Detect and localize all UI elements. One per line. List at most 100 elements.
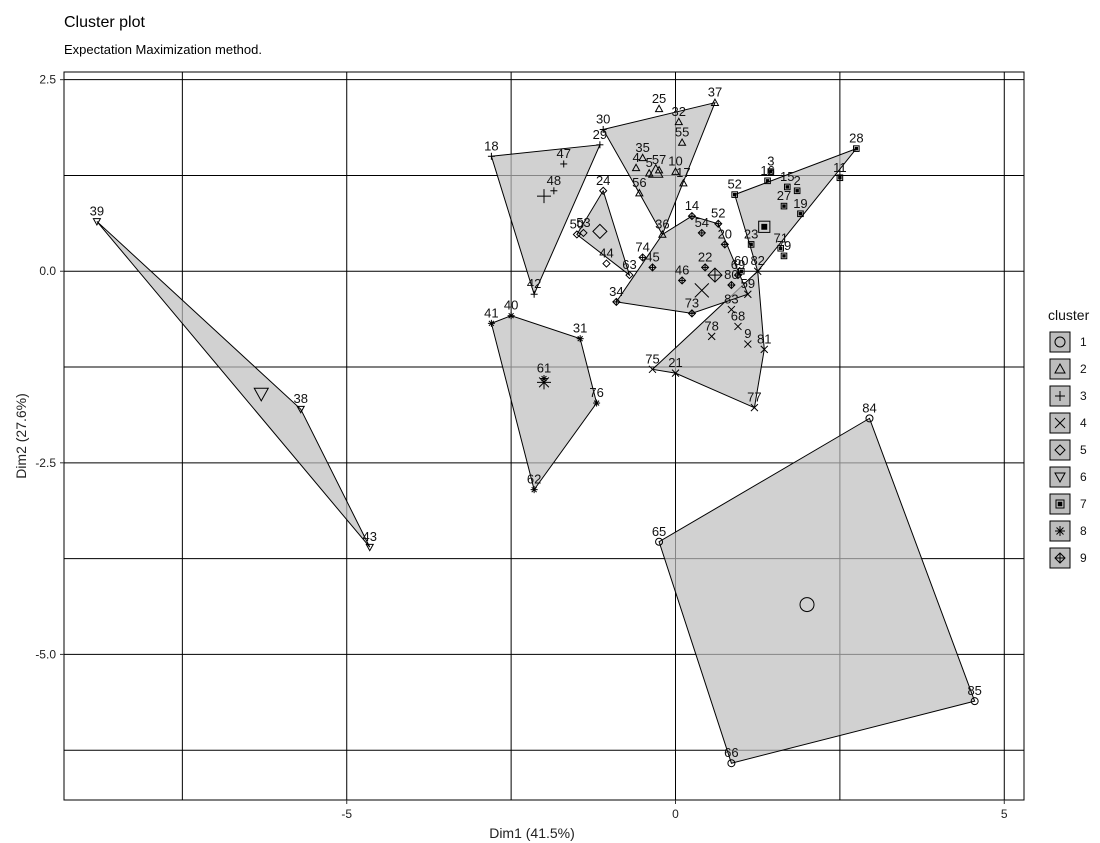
- data-point-cluster-4: [750, 403, 759, 412]
- point-label: 4: [632, 150, 639, 165]
- legend-key-2: [1049, 358, 1071, 380]
- point-label: 9: [744, 326, 751, 341]
- legend-label-6: 6: [1080, 470, 1087, 484]
- cluster-centroid-1: [799, 597, 815, 613]
- data-point-cluster-1: [727, 759, 736, 768]
- point-label: 63: [622, 257, 636, 272]
- legend-marker-8: [1055, 526, 1065, 536]
- legend-label-3: 3: [1080, 389, 1087, 403]
- point-label: 32: [672, 104, 686, 119]
- cluster-hull-8: [490, 315, 598, 491]
- point-label: 79: [777, 238, 791, 253]
- data-point-cluster-7: [836, 174, 844, 182]
- data-point-cluster-4: [671, 369, 680, 378]
- data-point-cluster-9: [697, 228, 707, 238]
- data-point-cluster-4: [727, 305, 736, 314]
- data-point-cluster-2: [631, 163, 641, 172]
- cluster-centroid-6: [253, 387, 270, 402]
- legend-key-6: [1049, 466, 1071, 488]
- legend-label-2: 2: [1080, 362, 1087, 376]
- point-label: 61: [537, 361, 551, 376]
- legend: cluster 1 2 3 4 5 6 7 8 9: [1048, 307, 1090, 569]
- cluster-centroid-9: [707, 267, 723, 283]
- point-label: 59: [741, 276, 755, 291]
- point-label: 71: [773, 230, 787, 245]
- point-label: 55: [675, 125, 689, 140]
- point-label: 15: [780, 169, 794, 184]
- cluster-hull-1: [658, 417, 976, 764]
- point-label: 22: [698, 249, 712, 264]
- legend-marker-9: [1054, 552, 1066, 564]
- cluster-hull-6: [96, 221, 371, 548]
- point-label: 69: [731, 257, 745, 272]
- data-point-cluster-3: [487, 152, 495, 160]
- point-label: 62: [527, 472, 541, 487]
- point-label: 52: [711, 206, 725, 221]
- data-point-cluster-9: [638, 253, 647, 262]
- data-point-cluster-4: [648, 365, 657, 374]
- y-tick-label: -2.5: [35, 456, 56, 470]
- point-label: 40: [504, 298, 518, 313]
- legend-marker-7: [1055, 499, 1065, 509]
- point-label: 52: [727, 177, 741, 192]
- data-point-cluster-7: [777, 244, 785, 252]
- data-point-cluster-2: [710, 98, 720, 106]
- data-point-cluster-7: [764, 177, 771, 185]
- cluster-hull-3: [490, 144, 601, 296]
- point-label: 5: [646, 155, 653, 170]
- y-axis-label: Dim2 (27.6%): [13, 393, 29, 479]
- point-label: 73: [685, 295, 699, 310]
- point-label: 43: [363, 529, 377, 544]
- data-point-cluster-9: [687, 309, 697, 318]
- point-label: 21: [668, 355, 682, 370]
- point-label: 10: [668, 154, 682, 169]
- data-point-cluster-4: [734, 322, 742, 331]
- data-point-cluster-8: [530, 486, 538, 494]
- point-label: 38: [293, 391, 307, 406]
- data-point-cluster-7: [780, 252, 788, 260]
- data-point-cluster-1: [970, 697, 979, 706]
- point-label: 24: [596, 173, 610, 188]
- y-tick-label: 2.5: [39, 73, 56, 87]
- data-point-cluster-7: [853, 145, 860, 152]
- data-point-cluster-7: [780, 202, 788, 210]
- data-point-cluster-3: [550, 187, 558, 195]
- y-tick-label: 0.0: [39, 264, 56, 278]
- data-point-cluster-2: [677, 137, 687, 146]
- data-point-cluster-2: [658, 229, 667, 238]
- data-point-cluster-7: [793, 187, 801, 195]
- data-point-cluster-2: [634, 188, 644, 197]
- cluster-centroid-5: [592, 223, 608, 240]
- legend-label-1: 1: [1080, 335, 1087, 349]
- data-point-cluster-8: [507, 312, 515, 320]
- legend-label-4: 4: [1080, 416, 1087, 430]
- point-label: 78: [704, 318, 718, 333]
- cluster-hull-7: [734, 147, 858, 273]
- chart-title: Cluster plot: [64, 14, 145, 31]
- data-point-cluster-2: [638, 153, 647, 162]
- point-label: 81: [757, 331, 771, 346]
- point-label: 28: [849, 131, 863, 146]
- point-label: 47: [556, 146, 570, 161]
- cluster-centroid-8: [537, 375, 551, 390]
- point-label: 48: [547, 173, 561, 188]
- point-label: 80: [724, 267, 738, 282]
- data-point-cluster-9: [687, 211, 697, 221]
- point-label: 42: [527, 276, 541, 291]
- data-point-cluster-4: [760, 345, 769, 354]
- data-point-cluster-7: [797, 210, 804, 218]
- cluster-centroid-4: [694, 283, 710, 298]
- data-point-cluster-3: [530, 290, 538, 298]
- point-label: 34: [609, 284, 623, 299]
- data-point-cluster-9: [677, 276, 687, 285]
- point-label: 2: [794, 173, 801, 188]
- point-label: 23: [744, 226, 758, 241]
- cluster-centroid-2: [647, 163, 664, 178]
- point-label: 66: [724, 745, 738, 760]
- legend-title: cluster: [1048, 307, 1090, 323]
- data-point-cluster-9: [714, 219, 723, 228]
- data-point-cluster-9: [648, 263, 657, 272]
- point-label: 50: [570, 216, 584, 231]
